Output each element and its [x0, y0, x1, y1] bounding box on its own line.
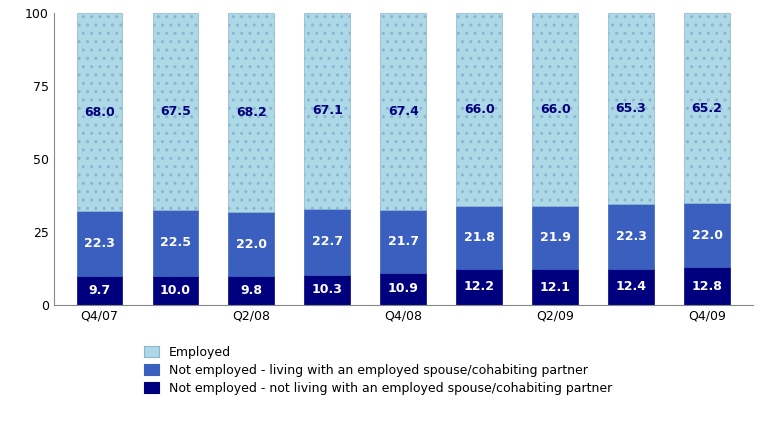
Text: 12.4: 12.4	[616, 280, 647, 293]
Text: 68.2: 68.2	[236, 106, 266, 119]
Bar	[684, 203, 730, 267]
Text: 10.3: 10.3	[312, 283, 343, 296]
Text: 22.3: 22.3	[616, 229, 647, 242]
Bar	[456, 269, 502, 305]
Bar	[229, 276, 274, 305]
Bar	[684, 13, 730, 203]
Bar	[456, 13, 502, 206]
Text: 65.2: 65.2	[692, 102, 723, 115]
Bar	[153, 210, 198, 276]
Bar	[77, 276, 122, 305]
Text: 22.3: 22.3	[84, 237, 114, 250]
Bar	[153, 13, 198, 210]
Text: 67.1: 67.1	[312, 104, 343, 117]
Bar	[77, 13, 122, 211]
Bar	[532, 206, 578, 269]
Bar	[608, 13, 654, 203]
Text: 12.1: 12.1	[540, 280, 571, 293]
Text: 22.5: 22.5	[160, 236, 190, 249]
Text: 12.8: 12.8	[692, 280, 723, 293]
Bar	[380, 273, 426, 305]
Text: 9.7: 9.7	[88, 284, 111, 297]
Bar	[229, 13, 274, 212]
Bar	[532, 269, 578, 305]
Bar	[229, 212, 274, 276]
Bar	[304, 208, 350, 275]
Text: 21.8: 21.8	[464, 231, 495, 244]
Text: 10.0: 10.0	[160, 284, 190, 297]
Legend: Employed, Not employed - living with an employed spouse/cohabiting partner, Not : Employed, Not employed - living with an …	[144, 346, 612, 395]
Bar	[304, 275, 350, 305]
Bar	[532, 13, 578, 206]
Text: 22.0: 22.0	[236, 237, 266, 250]
Bar	[608, 203, 654, 268]
Text: 67.4: 67.4	[388, 105, 419, 118]
Bar	[77, 211, 122, 276]
Bar	[456, 206, 502, 269]
Text: 22.0: 22.0	[691, 229, 723, 242]
Text: 22.7: 22.7	[312, 235, 343, 248]
Bar	[608, 268, 654, 305]
Text: 68.0: 68.0	[84, 106, 114, 119]
Text: 65.3: 65.3	[616, 102, 647, 115]
Bar	[684, 267, 730, 305]
Text: 66.0: 66.0	[464, 103, 495, 116]
Text: 21.7: 21.7	[388, 235, 419, 248]
Text: 9.8: 9.8	[240, 284, 262, 297]
Text: 67.5: 67.5	[160, 105, 190, 118]
Text: 10.9: 10.9	[388, 282, 419, 295]
Bar	[153, 276, 198, 305]
Bar	[304, 13, 350, 208]
Bar	[380, 210, 426, 273]
Text: 21.9: 21.9	[540, 231, 571, 244]
Text: 66.0: 66.0	[540, 103, 571, 116]
Bar	[380, 13, 426, 210]
Text: 12.2: 12.2	[464, 280, 495, 293]
